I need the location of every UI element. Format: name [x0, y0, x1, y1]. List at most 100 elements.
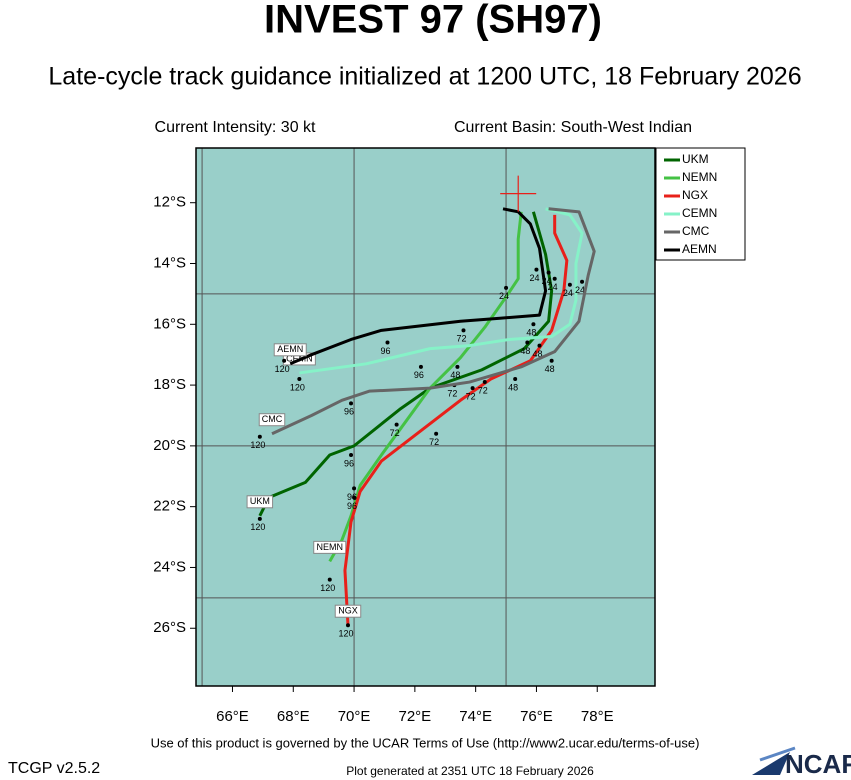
hour-label: 72: [390, 428, 400, 438]
end-label-box: [334, 604, 362, 618]
track-point: [534, 267, 539, 272]
hour-label: 96: [414, 370, 424, 380]
track-point: [327, 577, 332, 582]
y-tick-label: 20°S: [153, 437, 186, 454]
logo-text: NCAR: [785, 749, 851, 779]
hour-label: 24: [548, 282, 558, 292]
hour-label: 48: [508, 382, 518, 392]
basin: Current Basin: South-West Indian: [454, 119, 692, 136]
hour-label: 120: [320, 583, 335, 593]
x-tick-label: 66°E: [216, 708, 249, 725]
end-label-box: [258, 413, 286, 427]
hour-label: 120: [250, 440, 265, 450]
y-tick-label: 24°S: [153, 558, 186, 575]
x-tick-label: 76°E: [520, 708, 553, 725]
track-point: [455, 364, 460, 369]
x-tick-label: 68°E: [277, 708, 310, 725]
track-point: [552, 276, 557, 281]
hour-label: 96: [344, 407, 354, 417]
end-label: UKM: [250, 496, 270, 506]
legend-label: UKM: [682, 152, 709, 166]
y-tick-label: 16°S: [153, 315, 186, 332]
title: INVEST 97 (SH97): [264, 0, 602, 42]
legend-box: [655, 147, 746, 261]
hour-label: 96: [347, 492, 357, 502]
track-point: [567, 282, 572, 287]
legend-label: CEMN: [682, 206, 717, 220]
hour-label: 96: [344, 458, 354, 468]
track-point: [513, 377, 518, 382]
track-point: [434, 431, 439, 436]
hour-label: 24: [575, 285, 585, 295]
y-tick-label: 22°S: [153, 498, 186, 515]
end-label-box: [246, 495, 274, 509]
end-label: CMC: [262, 414, 283, 424]
hour-label: 72: [456, 334, 466, 344]
track-point: [470, 386, 475, 391]
legend-label: AEMN: [682, 242, 717, 256]
hour-label: 24: [499, 291, 509, 301]
track-point: [525, 340, 530, 345]
current-position: [500, 175, 537, 212]
end-label-box: [273, 343, 307, 357]
intensity: Current Intensity: 30 kt: [155, 119, 317, 136]
hour-label: 48: [520, 346, 530, 356]
hour-label: 96: [347, 501, 357, 511]
legend-label: CMC: [682, 224, 710, 238]
generated: Plot generated at 2351 UTC 18 February 2…: [346, 764, 594, 778]
y-tick-label: 18°S: [153, 376, 186, 393]
track-point: [257, 516, 262, 521]
hour-label: 72: [447, 388, 457, 398]
hour-label: 120: [250, 522, 265, 532]
map: 24 48 72 96 120 UKM 24 48 72 96 120 NEMN 24 48 72 96 120…: [196, 148, 655, 686]
hour-label: 24: [563, 288, 573, 298]
track-point: [352, 495, 357, 500]
end-label: NEMN: [316, 542, 343, 552]
end-label-box: [313, 540, 347, 554]
hour-label: 24: [542, 276, 552, 286]
x-tick-label: 78°E: [581, 708, 614, 725]
hour-label: 120: [338, 629, 353, 639]
track-point: [546, 270, 551, 275]
track-point: [349, 452, 354, 457]
hour-label: 48: [545, 364, 555, 374]
track-point: [345, 623, 350, 628]
hour-label: 96: [380, 346, 390, 356]
hour-label: 72: [478, 385, 488, 395]
track-point: [349, 401, 354, 406]
track-point: [461, 328, 466, 333]
track-point: [549, 358, 554, 363]
version: TCGP v2.5.2: [8, 760, 100, 777]
hour-label: 24: [529, 273, 539, 283]
hour-label: 48: [526, 328, 536, 338]
track-point: [418, 364, 423, 369]
subtitle: Late-cycle track guidance initialized at…: [48, 63, 801, 91]
track: [289, 207, 548, 366]
y-tick-label: 14°S: [153, 254, 186, 271]
track-point: [385, 340, 390, 345]
track-point: [482, 380, 487, 385]
track: [299, 207, 584, 375]
track-point: [504, 285, 509, 290]
track-point: [352, 486, 357, 491]
track-point: [537, 343, 542, 348]
hour-label: 72: [429, 437, 439, 447]
map-frame: [195, 147, 656, 687]
legend-label: NEMN: [682, 170, 717, 184]
track-point: [580, 279, 585, 284]
x-tick-label: 74°E: [459, 708, 492, 725]
track-point: [394, 422, 399, 427]
x-tick-label: 70°E: [338, 708, 371, 725]
y-tick-label: 12°S: [153, 194, 186, 211]
end-label: NGX: [338, 606, 358, 616]
hour-label: 72: [466, 391, 476, 401]
track-point: [282, 358, 287, 363]
track-point: [297, 377, 302, 382]
y-tick-label: 26°S: [153, 619, 186, 636]
terms: Use of this product is governed by the U…: [151, 735, 700, 750]
hour-label: 48: [532, 349, 542, 359]
legend-label: NGX: [682, 188, 708, 202]
ncar-logo: NCAR: [752, 746, 851, 779]
x-tick-label: 72°E: [399, 708, 432, 725]
